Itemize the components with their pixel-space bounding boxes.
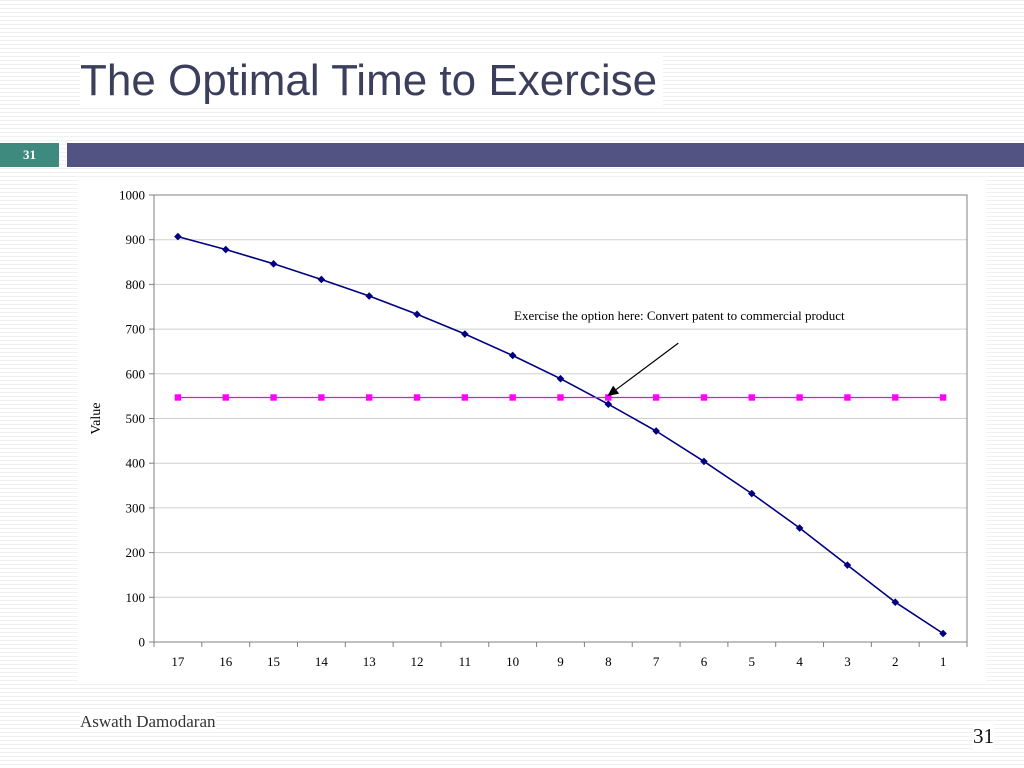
y-axis-label: Value [89, 403, 104, 435]
series-2 [174, 394, 947, 401]
y-tick-label: 800 [126, 277, 146, 292]
data-point [604, 400, 613, 408]
slide-number-badge: 31 [0, 143, 59, 167]
data-point [174, 394, 182, 401]
y-tick-label: 400 [126, 456, 146, 471]
y-tick-label: 700 [126, 322, 146, 337]
series-1 [174, 232, 947, 638]
data-point [461, 394, 469, 401]
data-point [413, 310, 421, 319]
data-point [318, 394, 325, 401]
x-tick-label: 9 [557, 654, 564, 669]
x-tick-label: 6 [701, 654, 708, 669]
y-tick-label: 600 [126, 366, 146, 381]
data-point [556, 374, 565, 383]
slide-title: The Optimal Time to Exercise [80, 56, 664, 106]
data-point [317, 275, 326, 284]
x-tick-label: 16 [219, 654, 233, 669]
x-tick-labels: 17 16 15 14 13 12 11 10 9 8 7 6 5 4 3 2 1 [153, 642, 968, 669]
page-number: 31 [973, 724, 994, 749]
series-line [177, 235, 944, 635]
x-tick-label: 4 [796, 654, 803, 669]
y-tick-label: 100 [126, 590, 146, 605]
data-point [796, 394, 803, 401]
x-tick-label: 3 [844, 654, 851, 669]
data-point [270, 394, 277, 401]
data-point [221, 245, 230, 254]
data-point [700, 457, 708, 466]
data-point [891, 598, 900, 607]
x-tick-label: 5 [749, 654, 756, 669]
data-point [939, 394, 947, 401]
data-point [844, 394, 851, 401]
annotation-arrowhead [607, 385, 620, 397]
data-point [700, 394, 708, 401]
data-point [605, 394, 612, 401]
data-point [222, 394, 229, 401]
data-point [747, 489, 756, 498]
footer-author: Aswath Damodaran [80, 712, 216, 732]
x-tick-label: 1 [940, 654, 947, 669]
data-point [365, 292, 374, 300]
x-tick-label: 13 [363, 654, 376, 669]
x-tick-label: 14 [315, 654, 329, 669]
data-point [509, 394, 516, 401]
x-tick-label: 11 [459, 654, 472, 669]
data-point [461, 330, 469, 338]
data-point [843, 561, 852, 569]
y-tick-label: 900 [126, 232, 146, 247]
data-point [652, 427, 660, 435]
data-point [413, 394, 421, 401]
y-tick-label: 300 [126, 500, 146, 515]
data-point [269, 260, 278, 268]
data-point [366, 394, 373, 401]
data-point [748, 394, 755, 401]
x-tick-label: 7 [653, 654, 660, 669]
data-point [795, 524, 804, 532]
data-point [892, 394, 899, 401]
data-point [508, 351, 517, 360]
data-point [557, 394, 564, 401]
y-tick-label: 0 [139, 635, 146, 650]
title-bar [67, 143, 1024, 167]
x-tick-label: 12 [411, 654, 424, 669]
x-tick-label: 2 [892, 654, 899, 669]
y-tick-label: 1000 [119, 188, 145, 203]
y-tick-labels: 0 100 200 300 400 500 600 700 800 900 1000 [119, 188, 154, 650]
data-point [939, 629, 947, 638]
x-tick-label: 17 [171, 654, 185, 669]
gridlines [154, 239, 967, 598]
x-tick-label: 15 [267, 654, 280, 669]
data-point [652, 394, 660, 401]
y-tick-label: 500 [126, 411, 146, 426]
series-layer [174, 232, 947, 638]
x-tick-label: 8 [605, 654, 612, 669]
x-tick-label: 10 [506, 654, 519, 669]
annotation-text: Exercise the option here: Convert patent… [514, 308, 845, 323]
chart-area: 0 100 200 300 400 500 600 700 800 900 1000 17 16 15 1… [78, 178, 986, 683]
y-tick-label: 200 [126, 545, 146, 560]
annotation-arrow [615, 342, 679, 391]
